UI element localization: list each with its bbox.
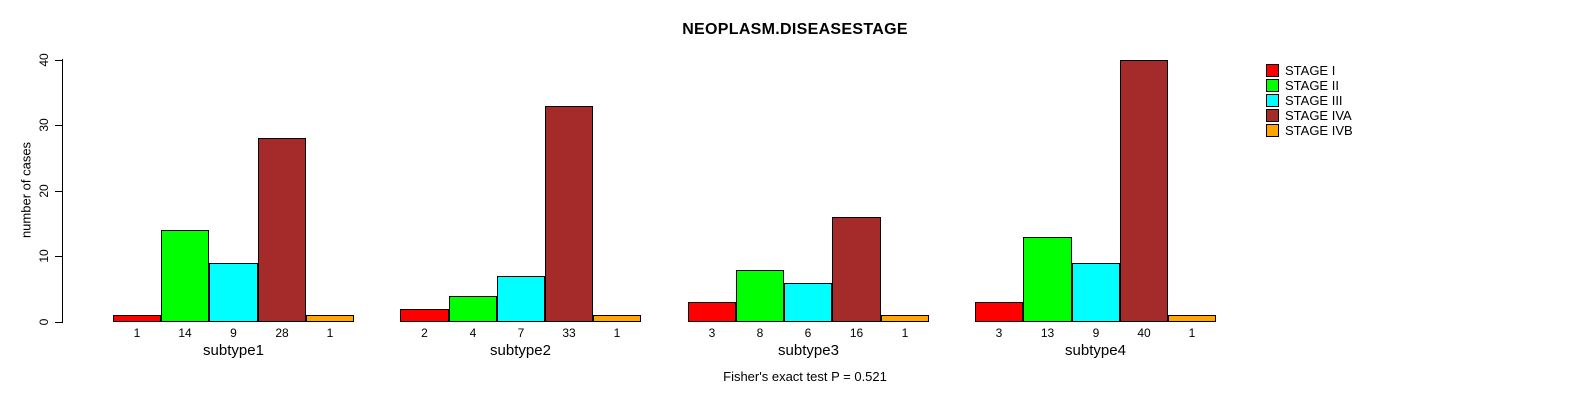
y-tick [55,256,62,257]
legend-swatch [1266,79,1279,92]
legend-label: STAGE II [1285,78,1339,93]
bar-value-label: 1 [613,326,621,340]
y-tick [55,322,62,323]
y-tick-label: 0 [37,318,51,326]
y-tick-label: 40 [37,53,51,67]
y-axis-line [62,59,63,323]
bar [975,302,1023,322]
legend-label: STAGE III [1285,93,1343,108]
bar-value-label: 8 [756,326,764,340]
y-tick-label: 20 [37,184,51,198]
bar-value-label: 9 [1092,326,1100,340]
bar-value-label: 9 [230,326,237,340]
bar [784,283,832,322]
bar [1168,315,1216,322]
bar-value-label: 16 [849,326,864,340]
bar-value-label: 2 [421,326,428,340]
bar-value-label: 13 [1040,326,1055,340]
bar [258,138,306,322]
legend-label: STAGE I [1285,63,1336,78]
legend-swatch [1266,64,1279,77]
bar [306,315,354,322]
bar-value-label: 3 [708,326,716,340]
y-tick [55,60,62,61]
legend-item: STAGE II [1266,78,1353,93]
y-tick [55,191,62,192]
bar [1120,60,1168,322]
bar-value-label: 1 [901,326,909,340]
y-tick-label: 30 [37,118,51,132]
legend-item: STAGE IVB [1266,123,1353,138]
bar [1023,237,1072,322]
bar [1072,263,1120,322]
bar-value-label: 14 [178,326,192,340]
bar-value-label: 28 [275,326,289,340]
bar-value-label: 1 [1188,326,1196,340]
bar [545,106,593,322]
legend-swatch [1266,109,1279,122]
bar [497,276,545,322]
bar [449,296,497,322]
category-label: subtype3 [778,342,839,359]
bar [161,230,209,322]
legend-item: STAGE I [1266,63,1353,78]
bar [832,217,881,322]
bar [593,315,641,322]
legend-swatch [1266,94,1279,107]
fisher-test-annotation: Fisher's exact test P = 0.521 [723,369,887,384]
category-label: subtype1 [203,342,264,359]
bar [881,315,929,322]
y-axis-label: number of cases [18,141,34,239]
bar [736,270,784,322]
bar-value-label: 33 [562,326,576,340]
bar [113,315,161,322]
bar-value-label: 40 [1137,326,1151,340]
category-label: subtype2 [490,342,551,359]
bar-value-label: 3 [995,326,1003,340]
bar [688,302,736,322]
bar-value-label: 7 [517,326,525,340]
legend-swatch [1266,124,1279,137]
bar [209,263,258,322]
bar-value-label: 4 [469,326,477,340]
y-tick [55,125,62,126]
legend: STAGE I STAGE II STAGE III STAGE IVA STAGE I… [1266,63,1353,138]
legend-label: STAGE IVA [1285,108,1352,123]
y-tick-label: 10 [37,249,51,263]
bar-value-label: 6 [804,326,812,340]
legend-label: STAGE IVB [1285,123,1353,138]
category-label: subtype4 [1065,342,1126,359]
bar-value-label: 1 [326,326,334,340]
bar-value-label: 1 [133,326,141,340]
legend-item: STAGE IVA [1266,108,1353,123]
bar [400,309,449,322]
chart-title: NEOPLASM.DISEASESTAGE [682,21,908,38]
legend-item: STAGE III [1266,93,1353,108]
